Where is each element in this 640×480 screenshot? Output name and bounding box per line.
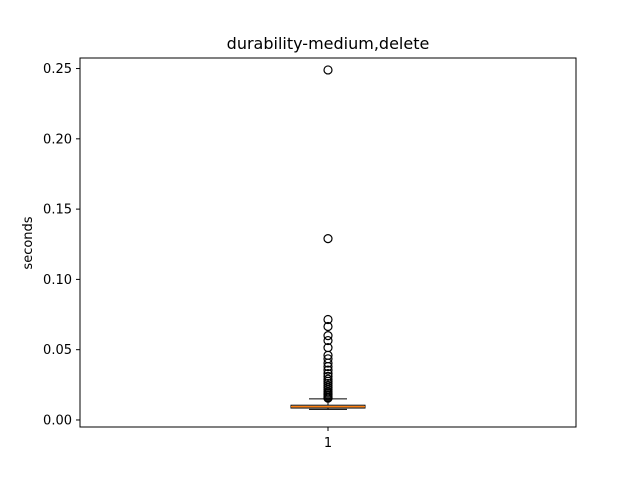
outlier-point bbox=[323, 234, 333, 244]
chart-title: durability-medium,delete bbox=[227, 34, 430, 53]
x-tick-label: 1 bbox=[324, 436, 332, 451]
y-axis-label: seconds bbox=[21, 216, 36, 269]
y-tick-label: 0.05 bbox=[43, 343, 72, 358]
outlier-point bbox=[323, 331, 333, 341]
y-axis: 0.00 0.05 0.10 0.15 0.20 0.25 bbox=[43, 62, 80, 428]
outlier-point bbox=[323, 361, 333, 372]
outlier-point bbox=[323, 358, 333, 368]
outliers bbox=[323, 65, 333, 403]
y-tick-label: 0.25 bbox=[43, 62, 72, 77]
y-tick-label: 0.20 bbox=[43, 132, 72, 147]
outlier-point bbox=[323, 365, 333, 375]
y-tick-label: 0.10 bbox=[43, 273, 72, 288]
outlier-point bbox=[323, 335, 333, 346]
x-axis: 1 bbox=[324, 427, 332, 451]
outlier-point bbox=[323, 314, 333, 325]
y-tick-label: 0.00 bbox=[43, 413, 72, 428]
y-tick-label: 0.15 bbox=[43, 203, 72, 218]
outlier-point bbox=[323, 371, 333, 381]
outlier-point bbox=[323, 65, 333, 75]
outlier-point bbox=[323, 321, 333, 332]
outlier-point bbox=[323, 393, 333, 403]
